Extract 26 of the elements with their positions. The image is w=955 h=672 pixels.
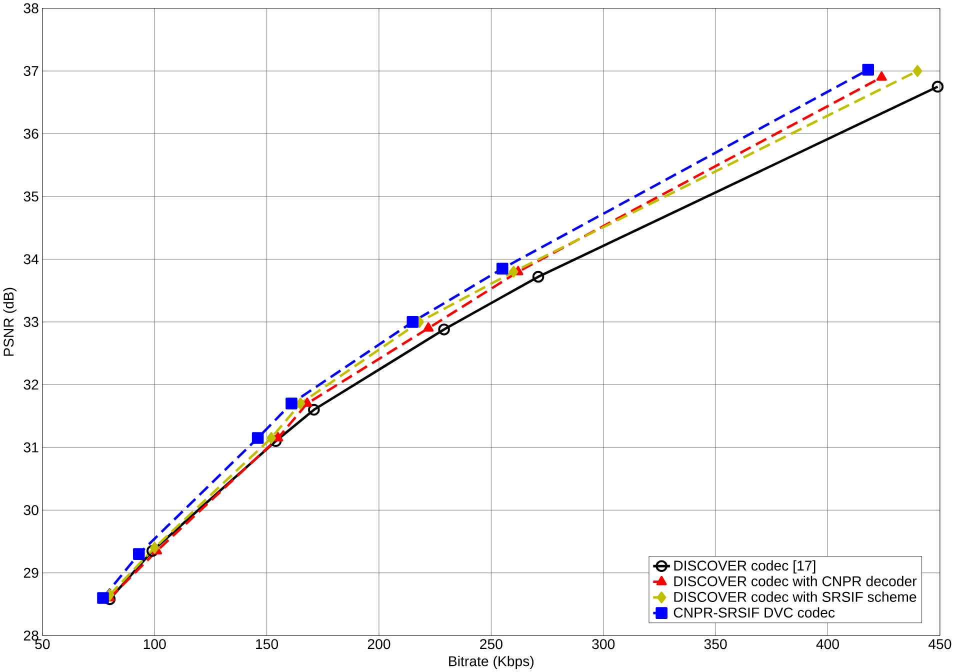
x-tick-label: 100: [144, 638, 166, 649]
y-tick-label: 30: [24, 504, 38, 516]
x-tick-label: 350: [704, 638, 727, 649]
y-tick-label: 32: [24, 380, 38, 390]
x-tick-label: 200: [368, 638, 390, 649]
y-tick-label: 37: [24, 66, 38, 76]
x-tick-label: 150: [256, 638, 278, 649]
y-tick-label: 28: [24, 630, 38, 640]
y-tick-label: 33: [24, 316, 38, 327]
y-tick-label: 36: [24, 128, 38, 139]
y-tick-label: 31: [24, 442, 38, 452]
x-axis-title: Bitrate (Kbps): [449, 656, 534, 669]
y-tick-label: 38: [24, 3, 38, 14]
x-tick-label: 400: [816, 638, 839, 649]
x-tick-label: 250: [480, 638, 502, 649]
y-axis-title: PSNR (dB): [3, 288, 16, 356]
y-tick-label: 34: [24, 254, 39, 264]
x-tick-label: 450: [928, 638, 952, 649]
x-tick-label: 300: [592, 638, 615, 649]
legend-label: DISCOVER codec [17]: [674, 560, 816, 574]
y-tick-label: 29: [24, 568, 38, 578]
legend-label: CNPR-SRSIF DVC codec: [674, 607, 835, 618]
legend-label: DISCOVER codec with CNPR decoder: [674, 576, 917, 586]
y-tick-label: 35: [24, 191, 38, 202]
legend-label: DISCOVER codec with SRSIF scheme: [674, 591, 916, 602]
x-tick-label: 50: [35, 638, 50, 649]
